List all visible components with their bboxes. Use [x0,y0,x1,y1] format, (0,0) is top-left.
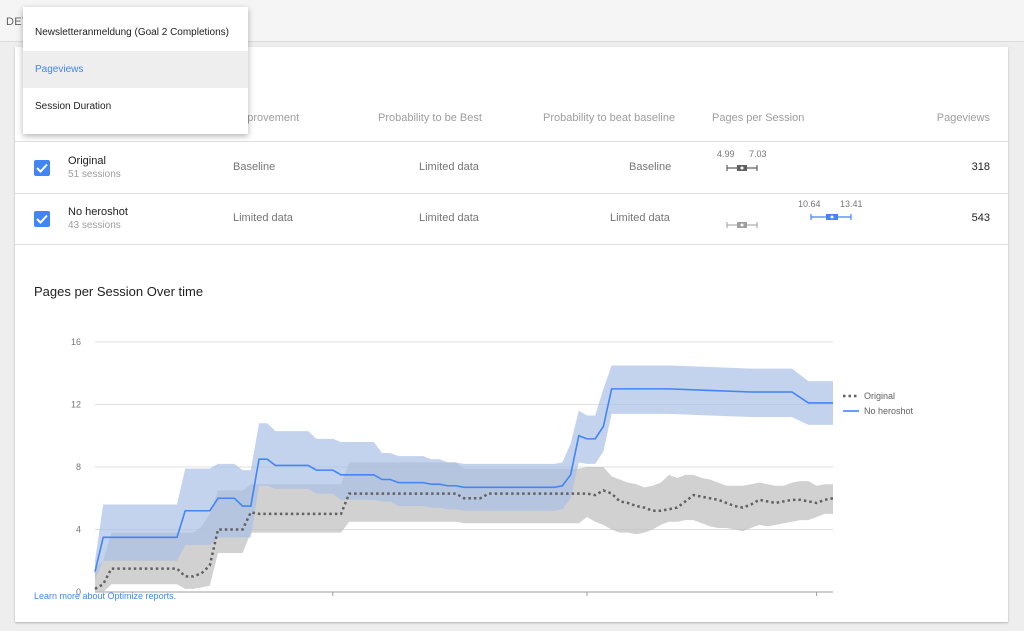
check-icon [36,214,48,224]
table-header: Improvement Probability to be Best Proba… [15,102,1008,142]
header-prob-best: Probability to be Best [378,112,482,124]
pageviews-value: 318 [971,161,990,173]
series-line-original [94,489,834,590]
ci-low-label: 4.99 [717,149,735,159]
variant-sessions: 43 sessions [68,220,121,231]
confidence-band-no-heroshot [95,365,833,580]
prob-best-value: Limited data [419,212,479,224]
confidence-interval-original: 4.99 7.03 [717,149,767,171]
y-tick-label: 16 [71,337,81,347]
variant-checkbox[interactable] [34,211,50,227]
y-tick-label: 8 [76,462,81,472]
chart-title: Pages per Session Over time [34,284,204,299]
metric-dropdown-menu: Newsletteranmeldung (Goal 2 Completions)… [23,7,248,134]
variant-sessions: 51 sessions [68,169,121,180]
table-row: No heroshot 43 sessions Limited data Lim… [15,194,1008,245]
y-tick-label: 12 [71,400,81,410]
improvement-value: Limited data [233,212,293,224]
header-pages-per-session: Pages per Session [712,112,805,124]
header-prob-baseline: Probability to beat baseline [543,112,676,124]
legend-label: No heroshot [864,406,914,416]
y-tick-label: 0 [76,587,81,597]
confidence-band-original [95,462,833,592]
legend-label: Original [864,391,895,401]
report-card: Improvement Probability to be Best Proba… [15,47,1008,622]
prob-best-value: Limited data [419,161,479,173]
ci-high-label: 13.41 [840,199,863,209]
dropdown-item-pageviews[interactable]: Pageviews [23,51,248,88]
dropdown-item-newsletter[interactable]: Newsletteranmeldung (Goal 2 Completions) [35,27,229,38]
variant-name: No heroshot [68,206,128,218]
dropdown-item-session-duration[interactable]: Session Duration [35,101,112,112]
ci-low-label: 10.64 [798,199,821,209]
header-pageviews: Pageviews [936,112,990,124]
series-line-no-heroshot [94,388,833,572]
y-tick-label: 4 [76,525,81,535]
prob-baseline-value: Limited data [610,212,670,224]
variant-checkbox[interactable] [34,160,50,176]
confidence-interval-no-heroshot: 10.64 13.41 [726,199,863,228]
table-row: Original 51 sessions Baseline Limited da… [15,143,1008,194]
pageviews-value: 543 [971,212,990,224]
prob-baseline-value: Baseline [629,161,672,173]
learn-more-link[interactable]: Learn more about Optimize reports. [34,591,177,601]
improvement-value: Baseline [233,161,276,173]
tab-label-details[interactable]: DET [6,16,29,28]
pages-per-session-chart: 0481216Jan 1Feb 1Mar 1OriginalNo herosho… [71,337,914,597]
header-improvement: Improvement [235,112,300,124]
check-icon [36,163,48,173]
ci-high-label: 7.03 [749,149,767,159]
variant-name: Original [68,155,106,167]
